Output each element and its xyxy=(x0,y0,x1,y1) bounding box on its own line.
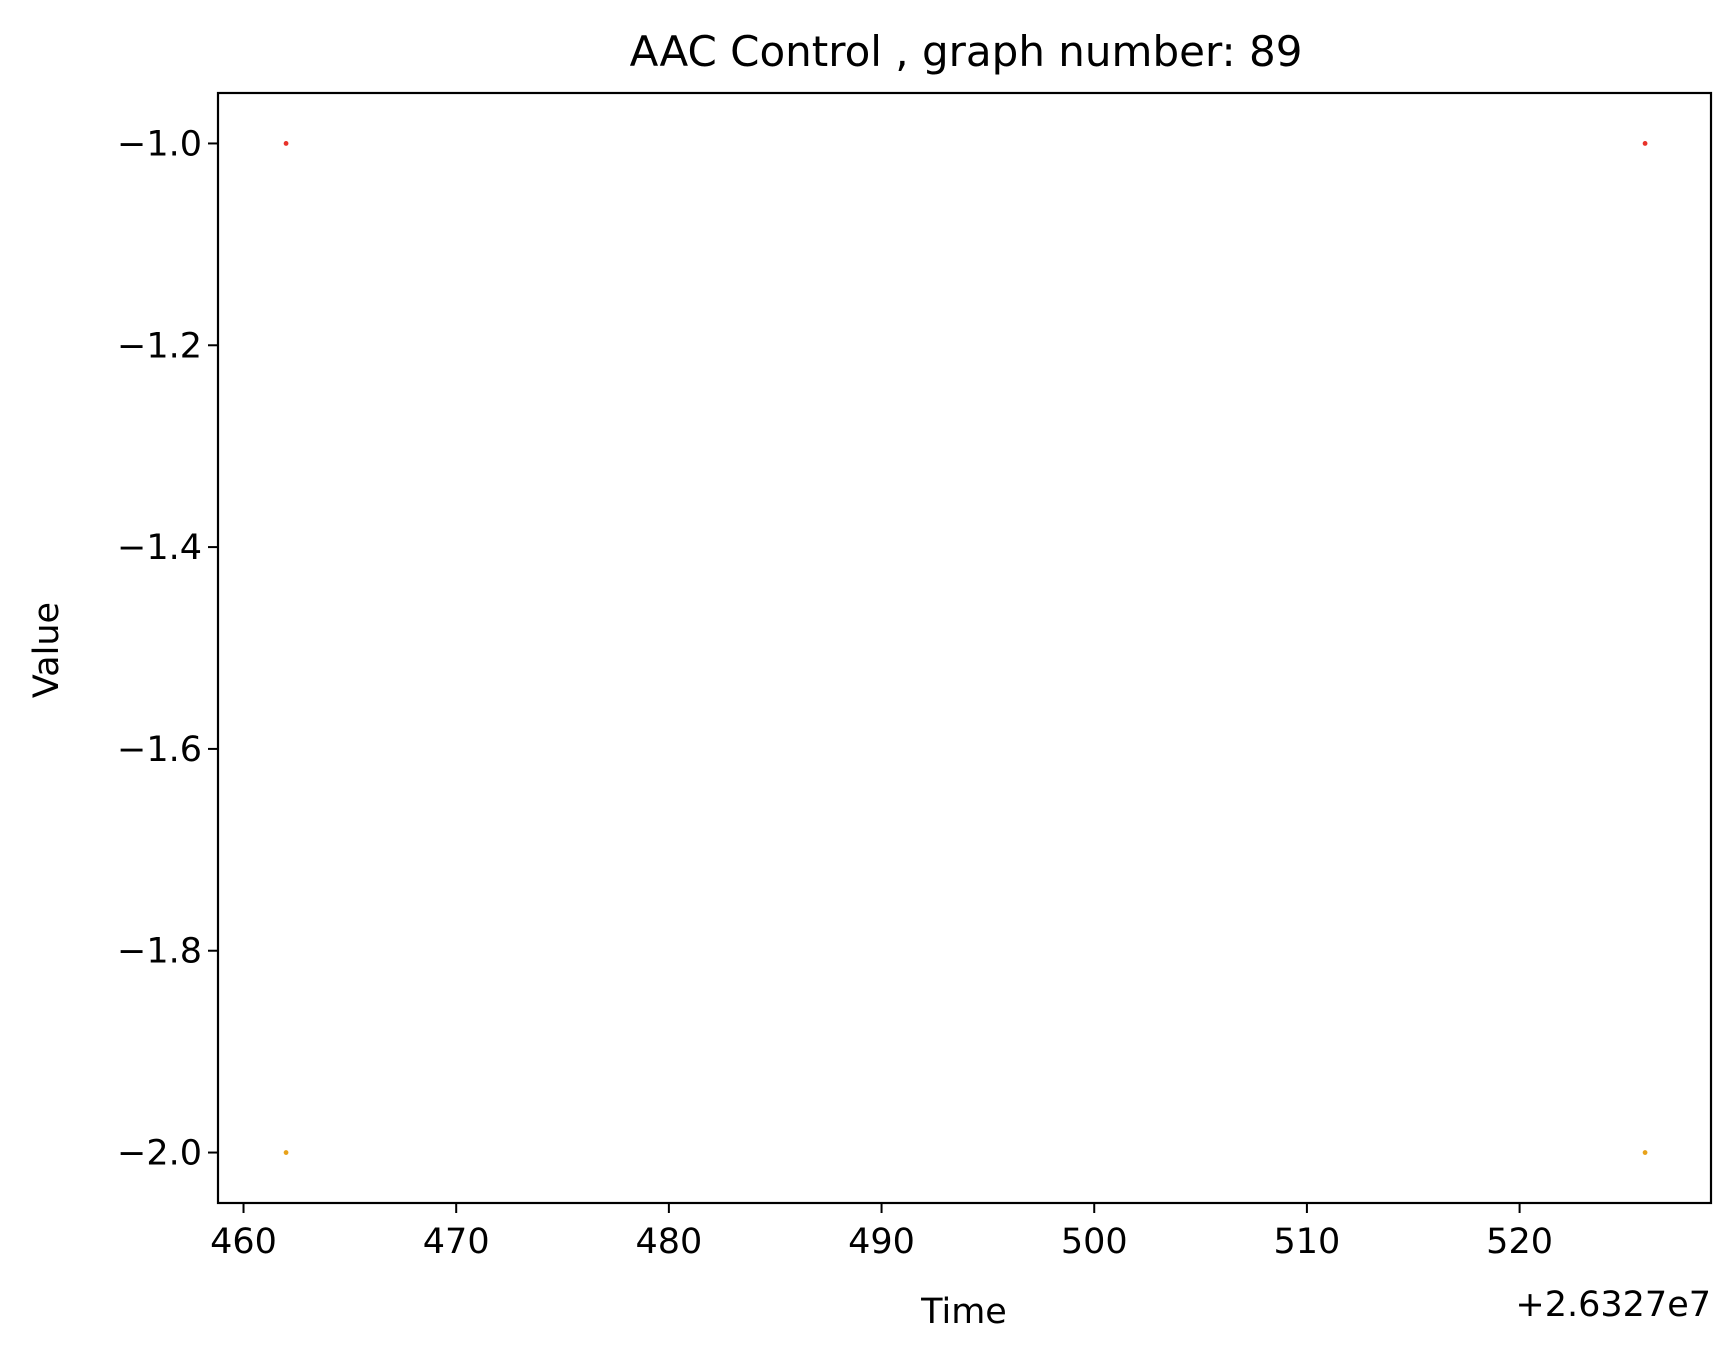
y-axis: −1.0 −1.2 −1.4 −1.6 −1.8 −2.0 xyxy=(117,124,218,1174)
y-tick-label: −1.0 xyxy=(117,124,202,164)
data-point xyxy=(283,1150,289,1155)
x-tick-label: 460 xyxy=(210,1222,277,1262)
y-tick-label: −1.2 xyxy=(117,326,202,366)
x-tick-label: 480 xyxy=(635,1222,702,1262)
x-tick-label: 470 xyxy=(423,1222,490,1262)
y-tick-label: −1.6 xyxy=(117,730,202,770)
x-tick-label: 520 xyxy=(1486,1222,1553,1262)
y-axis-label: Value xyxy=(27,602,67,698)
x-axis: 460 470 480 490 500 510 520 xyxy=(210,1203,1553,1262)
data-point xyxy=(1642,141,1648,146)
chart-title: AAC Control , graph number: 89 xyxy=(630,27,1303,76)
x-axis-label: Time xyxy=(920,1292,1007,1332)
x-tick-label: 490 xyxy=(848,1222,915,1262)
x-tick-label: 500 xyxy=(1061,1222,1128,1262)
plot-area-frame xyxy=(216,91,1713,1205)
data-point xyxy=(1642,1150,1648,1155)
data-point xyxy=(283,141,289,146)
y-tick-label: −1.4 xyxy=(117,528,202,568)
y-tick-label: −1.8 xyxy=(117,932,202,972)
x-axis-offset-label: +2.6327e7 xyxy=(1515,1285,1711,1325)
data-points xyxy=(283,141,1648,1155)
y-tick-label: −2.0 xyxy=(117,1134,202,1174)
x-tick-label: 510 xyxy=(1274,1222,1341,1262)
